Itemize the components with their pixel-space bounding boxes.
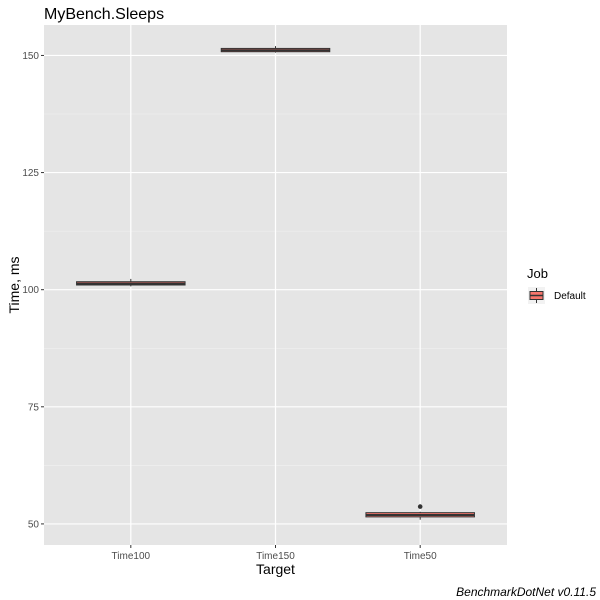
y-tick-label: 100 [22,285,39,296]
legend-title: Job [527,266,548,281]
y-tick-label: 125 [22,168,39,179]
outlier-point [417,504,423,509]
y-axis: 50 75 100 125 150 [22,51,44,530]
y-tick-label: 150 [22,51,39,62]
x-axis-title: Target [256,561,295,577]
x-tick-label: Time100 [112,551,151,562]
box-time100 [76,278,186,287]
y-tick-label: 75 [28,402,40,413]
y-tick-label: 50 [28,519,40,530]
chart-title: MyBench.Sleeps [44,6,164,23]
caption: BenchmarkDotNet v0.11.5 [456,585,596,599]
x-tick-label: Time150 [256,551,295,562]
box-time50 [365,504,475,520]
legend-key [528,287,545,304]
legend-label-default: Default [554,291,586,302]
box-series [76,46,475,520]
x-tick-label: Time50 [404,551,437,562]
y-axis-title: Time, ms [6,256,22,313]
legend: Job Default [527,266,586,304]
x-axis: Time100 Time150 Time50 [112,545,437,562]
box-time150 [220,46,331,53]
